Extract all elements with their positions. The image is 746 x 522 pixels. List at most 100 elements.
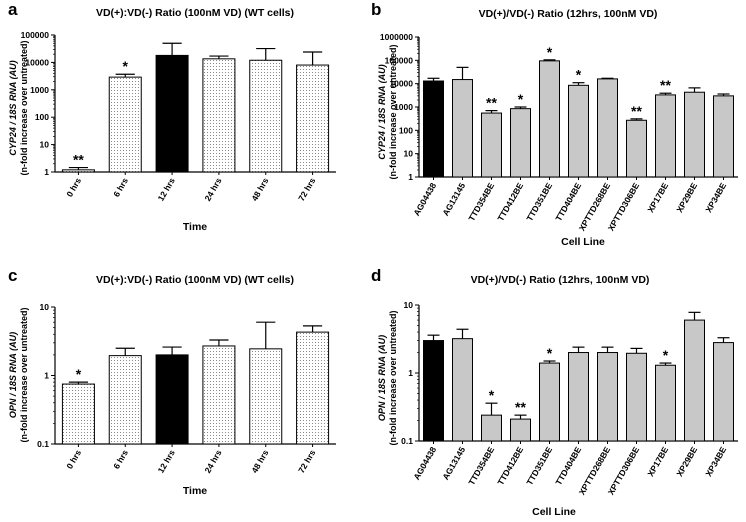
significance-marker: * — [76, 366, 82, 382]
bar-ttd412be — [510, 108, 531, 178]
category-label: 24 hrs — [202, 448, 223, 475]
y-tick-label: 10 — [404, 300, 414, 310]
category-label: TTD354BE — [466, 181, 496, 223]
category-label: TTD404BE — [553, 445, 583, 487]
category-label: XPTTD306BE — [606, 181, 642, 233]
bar-ag04438 — [423, 340, 444, 442]
panel-b: b VD(+)/VD(-) Ratio (12hrs, 100nM VD) Ce… — [371, 0, 738, 248]
panel-d-title: VD(+)/VD(-) Ratio (12hrs, 100nM VD) — [471, 274, 650, 286]
bar-0-hrs — [61, 169, 95, 173]
bar-ag04438 — [423, 80, 444, 178]
bar-ttd404be — [568, 352, 589, 442]
y-tick-label: 100000 — [21, 30, 50, 40]
bar-12-hrs — [155, 354, 189, 445]
significance-marker: * — [123, 58, 129, 74]
panel-b-ylabel-1: CYP24 / 18S RNA (AU) — [377, 64, 387, 159]
panel-letter-c: c — [8, 266, 17, 285]
category-label: 24 hrs — [202, 176, 223, 203]
panel-b-ylabel-2: (n-fold increase over untreated) — [388, 44, 398, 179]
y-tick-label: 1000 — [30, 85, 49, 95]
bar-ttd404be — [568, 84, 589, 178]
significance-marker: ** — [486, 95, 497, 111]
category-label: TTD354BE — [466, 445, 496, 487]
bar-48-hrs — [249, 59, 283, 173]
category-label: TTD351BE — [524, 445, 554, 487]
category-label: 6 hrs — [111, 448, 130, 471]
significance-marker: ** — [631, 103, 642, 119]
category-label: AG13145 — [440, 181, 467, 218]
panel-d-ylabel-1: OPN / 18S RNA (AU) — [377, 335, 387, 421]
panel-a-title: VD(+):VD(-) Ratio (100nM VD) (WT cells) — [96, 7, 294, 19]
category-label: 0 hrs — [64, 176, 83, 199]
bar-xpttd306be — [626, 119, 647, 178]
significance-marker: * — [576, 67, 582, 83]
category-label: AG04438 — [411, 445, 438, 482]
panel-c-title: VD(+):VD(-) Ratio (100nM VD) (WT cells) — [96, 274, 294, 286]
panel-c-ylabel-2: (n-fold increase over untreated) — [19, 307, 29, 442]
y-tick-label: 1000 — [394, 102, 413, 112]
panel-a-xlabel: Time — [183, 221, 207, 233]
category-label: XP34BE — [703, 445, 728, 479]
category-label: XP29BE — [674, 181, 699, 215]
panel-d-xlabel: Cell Line — [532, 506, 576, 518]
category-label: 72 hrs — [296, 176, 317, 203]
bar-xpttd268be — [597, 78, 618, 178]
y-tick-label: 100 — [399, 125, 413, 135]
y-tick-label: 1 — [408, 172, 413, 182]
category-label: TTD412BE — [495, 445, 525, 487]
panel-letter-a: a — [8, 0, 18, 19]
bar-xp34be — [713, 342, 734, 442]
bar-xp29be — [684, 91, 705, 178]
panel-c-ylabel-1: OPN / 18S RNA (AU) — [8, 332, 18, 418]
panel-b-title: VD(+)/VD(-) Ratio (12hrs, 100nM VD) — [479, 8, 658, 20]
y-tick-label: 1000000 — [380, 32, 413, 42]
y-tick-label: 1 — [44, 371, 49, 381]
panel-letter-b: b — [371, 0, 381, 19]
significance-marker: ** — [515, 399, 526, 415]
bar-ttd351be — [539, 362, 560, 442]
y-tick-label: 0.1 — [37, 439, 49, 449]
significance-marker: * — [663, 347, 669, 363]
bar-xpttd268be — [597, 352, 618, 442]
y-tick-label: 10 — [40, 140, 50, 150]
bar-ag13145 — [452, 79, 473, 178]
panel-a-ylabel-2: (n-fold increase over untreated) — [19, 40, 29, 175]
bar-ttd351be — [539, 60, 560, 178]
bar-48-hrs — [249, 348, 283, 445]
category-label: 0 hrs — [64, 448, 83, 471]
bar-72-hrs — [296, 64, 330, 173]
y-tick-label: 10000 — [25, 57, 49, 67]
significance-marker: * — [489, 387, 495, 403]
y-tick-label: 10000 — [389, 79, 413, 89]
category-label: 48 hrs — [249, 448, 270, 475]
y-tick-label: 100 — [35, 112, 49, 122]
category-label: 6 hrs — [111, 176, 130, 199]
panel-c-xlabel: Time — [183, 485, 207, 497]
significance-marker: * — [518, 91, 524, 107]
panel-a: a VD(+):VD(-) Ratio (100nM VD) (WT cells… — [8, 0, 336, 233]
y-tick-label: 1 — [408, 368, 413, 378]
bar-xpttd306be — [626, 352, 647, 442]
significance-marker: ** — [73, 152, 84, 168]
bar-6-hrs — [108, 76, 142, 173]
bar-24-hrs — [202, 58, 236, 173]
category-label: TTD404BE — [553, 181, 583, 223]
bar-xp29be — [684, 319, 705, 442]
bar-12-hrs — [155, 54, 189, 173]
category-label: XPTTD306BE — [606, 445, 642, 497]
category-label: XP17BE — [645, 445, 670, 479]
panel-a-ylabel-1: CYP24 / 18S RNA (AU) — [8, 60, 18, 155]
category-label: 72 hrs — [296, 448, 317, 475]
bar-xp17be — [655, 364, 676, 442]
bar-6-hrs — [108, 355, 142, 445]
significance-marker: * — [547, 345, 553, 361]
category-label: 12 hrs — [156, 448, 177, 475]
category-label: XP29BE — [674, 445, 699, 479]
y-tick-label: 0.1 — [401, 436, 413, 446]
category-label: TTD412BE — [495, 181, 525, 223]
bar-xp17be — [655, 94, 676, 178]
significance-marker: ** — [660, 77, 671, 93]
panel-letter-d: d — [371, 266, 381, 285]
significance-marker: * — [547, 44, 553, 60]
category-label: 12 hrs — [156, 176, 177, 203]
